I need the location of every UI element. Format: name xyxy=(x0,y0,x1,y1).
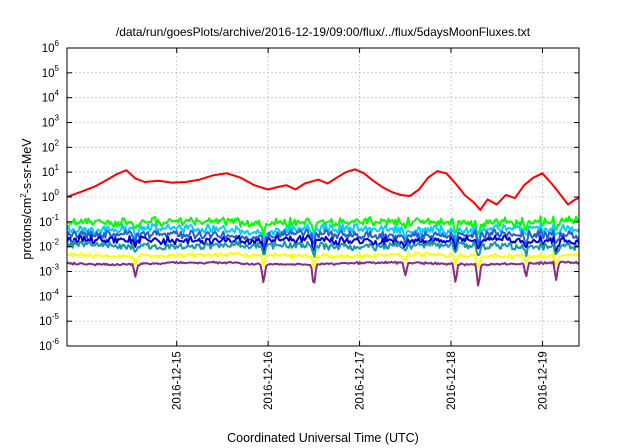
grid xyxy=(67,48,579,346)
y-tick-label: 104 xyxy=(42,89,60,105)
x-axis-label: Coordinated Universal Time (UTC) xyxy=(227,431,419,445)
y-tick-label: 100 xyxy=(42,188,60,204)
y-tick-label: 103 xyxy=(42,114,60,130)
x-tick-label: 2016-12-16 xyxy=(263,351,275,410)
chart-title: /data/run/goesPlots/archive/2016-12-19/0… xyxy=(116,25,531,39)
series-line-7 xyxy=(67,251,579,269)
y-tick-label: 10-2 xyxy=(39,238,59,254)
series-line-5 xyxy=(67,234,579,255)
y-tick-label: 10-3 xyxy=(39,263,59,279)
y-tick-label: 10-4 xyxy=(39,287,59,303)
x-tick-label: 2016-12-17 xyxy=(355,351,367,410)
series-line-4 xyxy=(67,228,579,248)
series-line-6 xyxy=(67,240,579,258)
x-tick-label: 2016-12-19 xyxy=(537,351,549,410)
x-tick-label: 2016-12-18 xyxy=(446,351,458,410)
plot-series-group xyxy=(67,168,579,287)
y-axis-label: protons/cm2-s-sr-MeV xyxy=(19,138,34,260)
y-tick-label: 10-5 xyxy=(39,312,59,328)
y-tick-label: 101 xyxy=(42,163,60,179)
series-line-8 xyxy=(67,260,579,287)
y-tick-label: 102 xyxy=(42,138,60,154)
series-line-2 xyxy=(67,215,579,238)
y-tick-label: 105 xyxy=(42,64,60,80)
series-line-1 xyxy=(67,168,579,211)
x-tick-label: 2016-12-15 xyxy=(172,351,184,410)
y-tick-label: 106 xyxy=(42,39,60,55)
series-line-3 xyxy=(67,222,579,244)
y-tick-label: 10-6 xyxy=(39,337,59,353)
ticks: 106 105 104 103 102 101 100 10-1 10-2 10-3 10-4 10-… xyxy=(39,39,579,410)
y-tick-label: 10-1 xyxy=(39,213,59,229)
